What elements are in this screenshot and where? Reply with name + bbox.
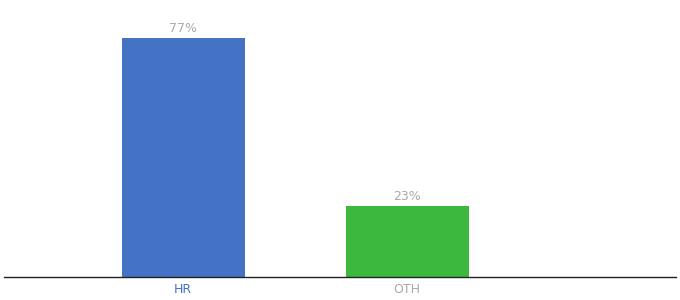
Text: 77%: 77% [169,22,197,35]
Bar [345,206,469,277]
Bar [122,38,245,277]
Text: 23%: 23% [393,190,421,203]
